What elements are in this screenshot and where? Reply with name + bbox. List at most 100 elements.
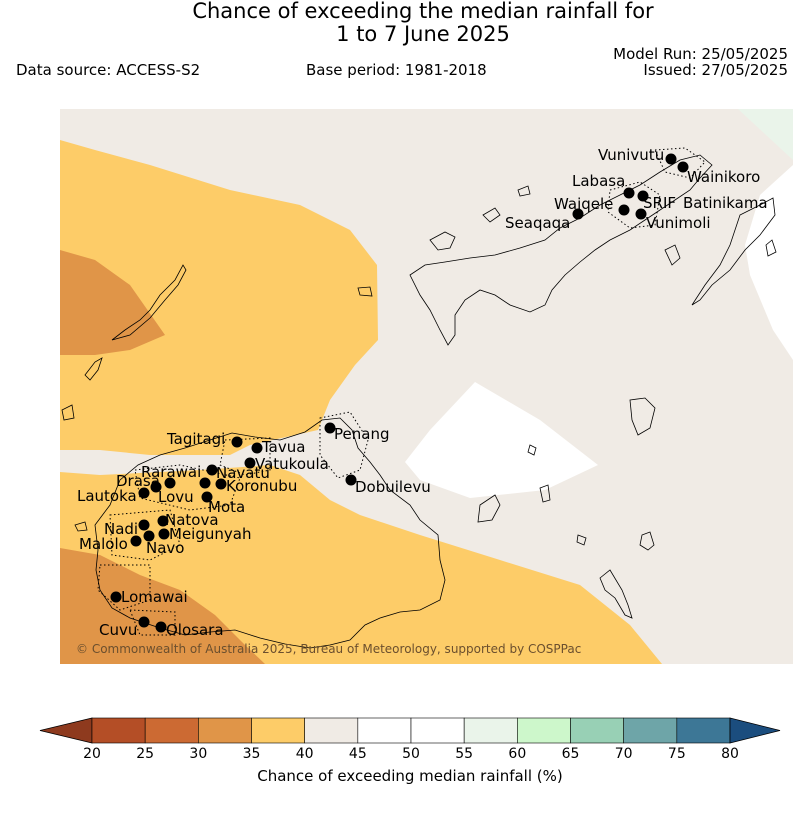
zone-30-35-south — [60, 548, 265, 664]
colorbar: 20 25 30 35 40 45 50 55 60 65 70 75 80 — [39, 717, 781, 762]
station-label-lovu: Lovu — [158, 488, 194, 506]
station-markers — [110, 153, 689, 633]
station-marker-lomawai — [110, 591, 122, 603]
colorbar-tick-label: 40 — [296, 746, 314, 762]
station-label-labasa: Labasa — [572, 172, 625, 190]
zone-45-55-east — [405, 382, 598, 498]
title-line-2: 1 to 7 June 2025 — [336, 22, 510, 46]
station-label-wainikoro: Wainikoro — [687, 168, 760, 186]
zone-30-35-west — [60, 250, 165, 355]
station-marker-penang — [324, 422, 336, 434]
catchment-boundary — [129, 609, 176, 636]
island-coast — [61, 404, 75, 421]
catchment-boundary — [109, 509, 181, 561]
station-marker-meigunyah — [158, 528, 170, 540]
station-labels: Vunivutu Wainikoro Labasa Waiqele SRIF B… — [77, 146, 768, 639]
island-coast — [84, 357, 103, 381]
station-marker-tavua — [251, 442, 263, 454]
station-label-rarawai: Rarawai — [141, 463, 201, 481]
station-label-koronubu: Koronubu — [226, 477, 297, 495]
station-marker-navatu — [199, 477, 211, 489]
colorbar-tick-label: 70 — [615, 746, 633, 762]
catchment-boundary — [654, 147, 706, 179]
island-coast — [639, 531, 655, 551]
island-coast — [664, 244, 681, 266]
colorbar-segment — [304, 717, 359, 744]
station-label-lautoka: Lautoka — [77, 487, 137, 505]
data-source-label: Data source: ACCESS-S2 — [16, 61, 201, 79]
colorbar-segment — [623, 717, 678, 744]
station-label-penang: Penang — [334, 425, 389, 443]
colorbar-segment — [144, 717, 199, 744]
map-title: Chance of exceeding the median rainfall … — [0, 0, 804, 46]
coastlines — [61, 154, 777, 649]
colorbar-tick-label: 55 — [455, 746, 473, 762]
station-marker-vunimoli — [635, 208, 647, 220]
station-label-tavua: Tavua — [261, 438, 305, 456]
island-coast — [482, 207, 501, 223]
station-marker-rarawai — [206, 464, 218, 476]
probability-zones — [60, 109, 793, 664]
station-marker-vatukoula — [244, 457, 256, 469]
colorbar-segment — [570, 717, 624, 744]
zone-45-55-northeast — [745, 165, 793, 360]
station-marker-nadi — [138, 519, 150, 531]
colorbar-label: Chance of exceeding median rainfall (%) — [257, 767, 562, 785]
island-coast — [477, 494, 501, 523]
colorbar-segment — [463, 717, 518, 744]
station-marker-koronubu — [215, 478, 227, 490]
zone-35-40-west — [60, 140, 378, 455]
colorbar-tick-label: 60 — [508, 746, 526, 762]
station-marker-olosara — [155, 621, 167, 633]
colorbar-tick-label: 35 — [243, 746, 261, 762]
station-marker-vunivutu — [665, 153, 677, 165]
island-coast — [517, 185, 531, 197]
island-coast — [429, 231, 456, 251]
colorbar-tick-label: 20 — [83, 746, 101, 762]
station-marker-cuvu — [138, 616, 150, 628]
title-line-1: Chance of exceeding the median rainfall … — [192, 0, 654, 23]
issued-label: Issued: 27/05/2025 — [643, 61, 788, 79]
station-marker-natova — [157, 515, 169, 527]
colorbar-segment — [198, 717, 252, 744]
station-marker-tagitagi — [231, 436, 243, 448]
model-run-label: Model Run: 25/05/2025 — [613, 45, 788, 63]
catchment-boundary — [607, 181, 661, 229]
island-coast — [765, 239, 777, 257]
station-marker-labasa — [623, 187, 635, 199]
colorbar-segment — [251, 717, 305, 744]
station-label-nadi: Nadi — [104, 520, 138, 538]
station-label-tagitagi: Tagitagi — [166, 430, 225, 448]
station-label-navo: Navo — [146, 539, 184, 557]
catchment-boundary — [97, 564, 151, 611]
station-label-waiqele: Waiqele — [554, 195, 613, 213]
station-marker-lovu — [164, 477, 176, 489]
island-coast — [357, 286, 373, 297]
station-label-cuvu: Cuvu — [99, 621, 137, 639]
station-label-natova: Natova — [165, 511, 219, 529]
colorbar-tick-label: 75 — [668, 746, 686, 762]
colorbar-segment — [410, 717, 465, 744]
base-period-label: Base period: 1981-2018 — [306, 61, 487, 79]
station-marker-seaqaqa — [572, 208, 584, 220]
station-label-lomawai: Lomawai — [121, 588, 188, 606]
station-label-srif: SRIF — [643, 194, 676, 212]
station-label-vunimoli: Vunimoli — [646, 214, 711, 232]
station-label-dobuilevu: Dobuilevu — [355, 478, 431, 496]
vanua-levu-coast — [409, 154, 713, 346]
colorbar-segment — [517, 717, 571, 744]
station-label-navatu: Navatu — [216, 464, 270, 482]
colorbar-tick-label: 30 — [189, 746, 207, 762]
colorbar-extend-high — [729, 717, 781, 744]
station-marker-malolo — [130, 535, 142, 547]
station-marker-waiqele — [618, 204, 630, 216]
island-coast — [576, 534, 587, 546]
station-label-seaqaqa: Seaqaqa — [505, 214, 570, 232]
station-label-olosara: Olosara — [166, 621, 224, 639]
colorbar-tick-label: 45 — [349, 746, 367, 762]
kadavu-coast — [599, 569, 633, 619]
taveuni-coast — [691, 197, 776, 306]
station-marker-srif — [637, 190, 649, 202]
colorbar-segment — [357, 717, 412, 744]
station-label-malolo: Malolo — [79, 535, 128, 553]
